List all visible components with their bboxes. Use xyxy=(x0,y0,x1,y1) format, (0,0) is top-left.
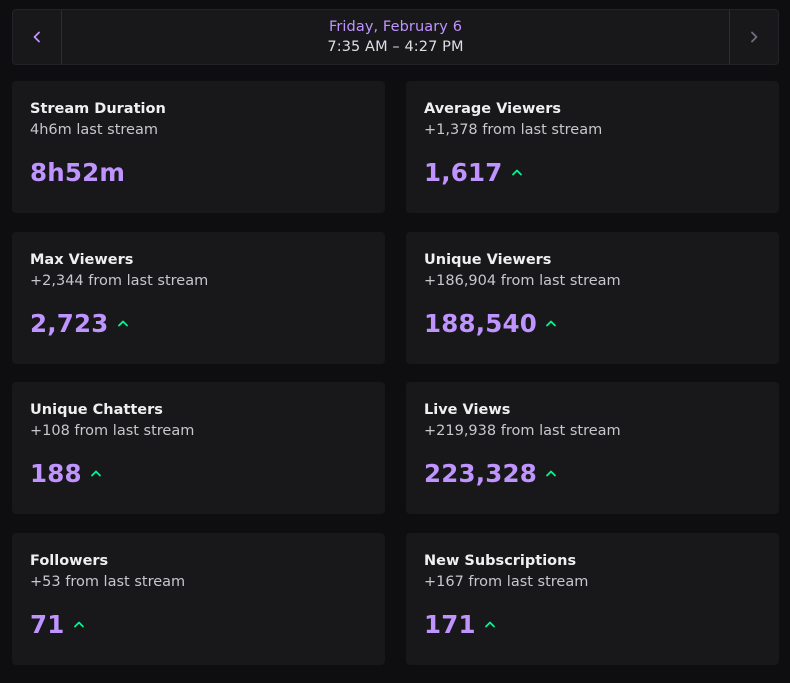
stat-title: Unique Chatters xyxy=(30,402,163,418)
stat-card-live-views: Live Views +219,938 from last stream 223… xyxy=(406,382,779,514)
stat-title: Followers xyxy=(30,553,109,569)
chevron-up-icon xyxy=(117,318,129,328)
stat-comparison: +108 from last stream xyxy=(30,423,195,439)
stat-comparison: 4h6m last stream xyxy=(30,122,158,138)
stat-value: 2,723 xyxy=(30,308,109,338)
stream-date-range: Friday, February 6 7:35 AM – 4:27 PM xyxy=(62,10,729,64)
stat-title: Live Views xyxy=(424,402,511,418)
chevron-up-icon xyxy=(545,318,557,328)
stat-card-max-viewers: Max Viewers +2,344 from last stream 2,72… xyxy=(12,232,385,364)
chevron-up-icon xyxy=(511,167,523,177)
stat-title: Max Viewers xyxy=(30,252,134,268)
chevron-up-icon xyxy=(90,468,102,478)
stat-title: New Subscriptions xyxy=(424,553,577,569)
stat-card-followers: Followers +53 from last stream 71 xyxy=(12,533,385,665)
date-navigator: Friday, February 6 7:35 AM – 4:27 PM xyxy=(12,9,779,65)
stat-value: 8h52m xyxy=(30,157,126,187)
stat-value: 188,540 xyxy=(424,308,537,338)
stat-value: 171 xyxy=(424,609,476,639)
chevron-up-icon xyxy=(484,619,496,629)
next-stream-button[interactable] xyxy=(729,10,778,64)
chevron-right-icon xyxy=(749,28,759,47)
stat-comparison: +53 from last stream xyxy=(30,574,186,590)
stream-time-range: 7:35 AM – 4:27 PM xyxy=(327,39,464,55)
stat-comparison: +186,904 from last stream xyxy=(424,273,621,289)
stream-date: Friday, February 6 xyxy=(328,19,463,35)
stat-value: 188 xyxy=(30,458,82,488)
stat-comparison: +219,938 from last stream xyxy=(424,423,621,439)
stat-card-new-subscriptions: New Subscriptions +167 from last stream … xyxy=(406,533,779,665)
previous-stream-button[interactable] xyxy=(13,10,62,64)
stat-value: 1,617 xyxy=(424,157,503,187)
stat-card-unique-viewers: Unique Viewers +186,904 from last stream… xyxy=(406,232,779,364)
chevron-up-icon xyxy=(73,619,85,629)
stat-card-unique-chatters: Unique Chatters +108 from last stream 18… xyxy=(12,382,385,514)
stat-value: 71 xyxy=(30,609,65,639)
stat-comparison: +2,344 from last stream xyxy=(30,273,209,289)
stat-title: Stream Duration xyxy=(30,101,166,117)
stat-title: Unique Viewers xyxy=(424,252,552,268)
stat-value: 223,328 xyxy=(424,458,537,488)
stat-title: Average Viewers xyxy=(424,101,561,117)
chevron-up-icon xyxy=(545,468,557,478)
stat-card-stream-duration: Stream Duration 4h6m last stream 8h52m xyxy=(12,81,385,213)
stat-comparison: +1,378 from last stream xyxy=(424,122,603,138)
stat-card-average-viewers: Average Viewers +1,378 from last stream … xyxy=(406,81,779,213)
stat-comparison: +167 from last stream xyxy=(424,574,589,590)
chevron-left-icon xyxy=(32,28,42,47)
